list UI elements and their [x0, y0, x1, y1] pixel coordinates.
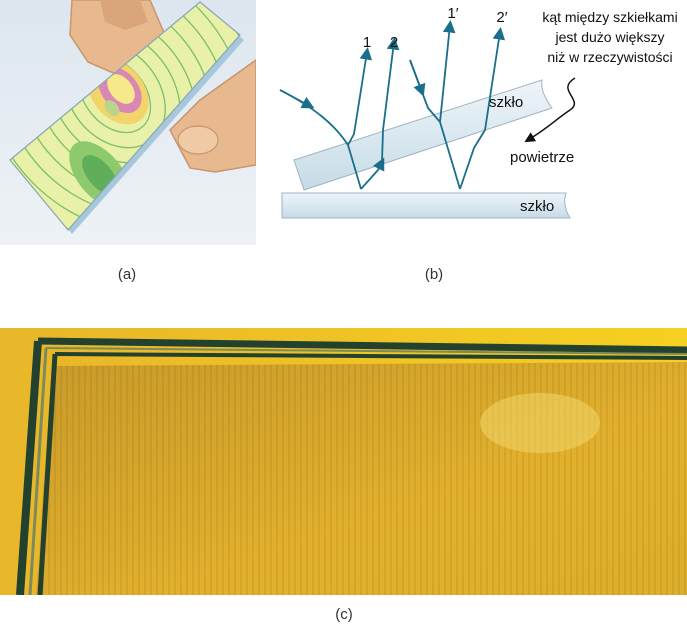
illustration-a [0, 0, 257, 245]
ray-2 [381, 36, 400, 163]
caption-b: (b) [424, 266, 444, 283]
label-ray-2: 2 [390, 34, 398, 51]
note-line-2: jest dużo większy [555, 29, 665, 45]
frame-left-outer [16, 340, 42, 596]
note-line-1: kąt między szkiełkami [542, 9, 677, 25]
frame-top-outer [37, 337, 687, 354]
ray-1-prime [439, 19, 456, 123]
note-line-3: niż w rzeczywistości [547, 49, 672, 65]
light-reflection [480, 393, 600, 453]
fringe-pattern [36, 362, 687, 595]
ray-1 [347, 47, 373, 146]
caption-c: (c) [335, 606, 353, 623]
label-ray-1: 1 [363, 34, 371, 51]
label-glass-lower: szkło [520, 198, 554, 215]
ray-2-prime [484, 27, 506, 131]
frame-left-inner [37, 353, 58, 596]
caption-a: (a) [117, 266, 137, 283]
photo-c [0, 328, 687, 596]
ray-reflect-bottom-2p [459, 129, 486, 190]
label-air: powietrze [510, 149, 574, 166]
frame-top-inner [54, 352, 687, 360]
label-ray-2-prime: 2′ [496, 9, 507, 26]
label-glass-upper: szkło [489, 94, 523, 111]
glass-slab-upper [293, 79, 553, 191]
frame-top-highlight [45, 347, 687, 355]
label-ray-1-prime: 1′ [447, 5, 458, 22]
frame-left-highlight [28, 347, 48, 596]
pointer-squiggle [524, 77, 576, 143]
ray-diagram-b: 1 2 1′ 2′ szkło szkło powietrze kąt międ… [270, 0, 687, 245]
glass-slab-lower [281, 192, 571, 219]
fingernail [177, 125, 219, 155]
ray-reflect-bottom-2 [360, 157, 385, 190]
finger-upper-shade [100, 0, 148, 30]
